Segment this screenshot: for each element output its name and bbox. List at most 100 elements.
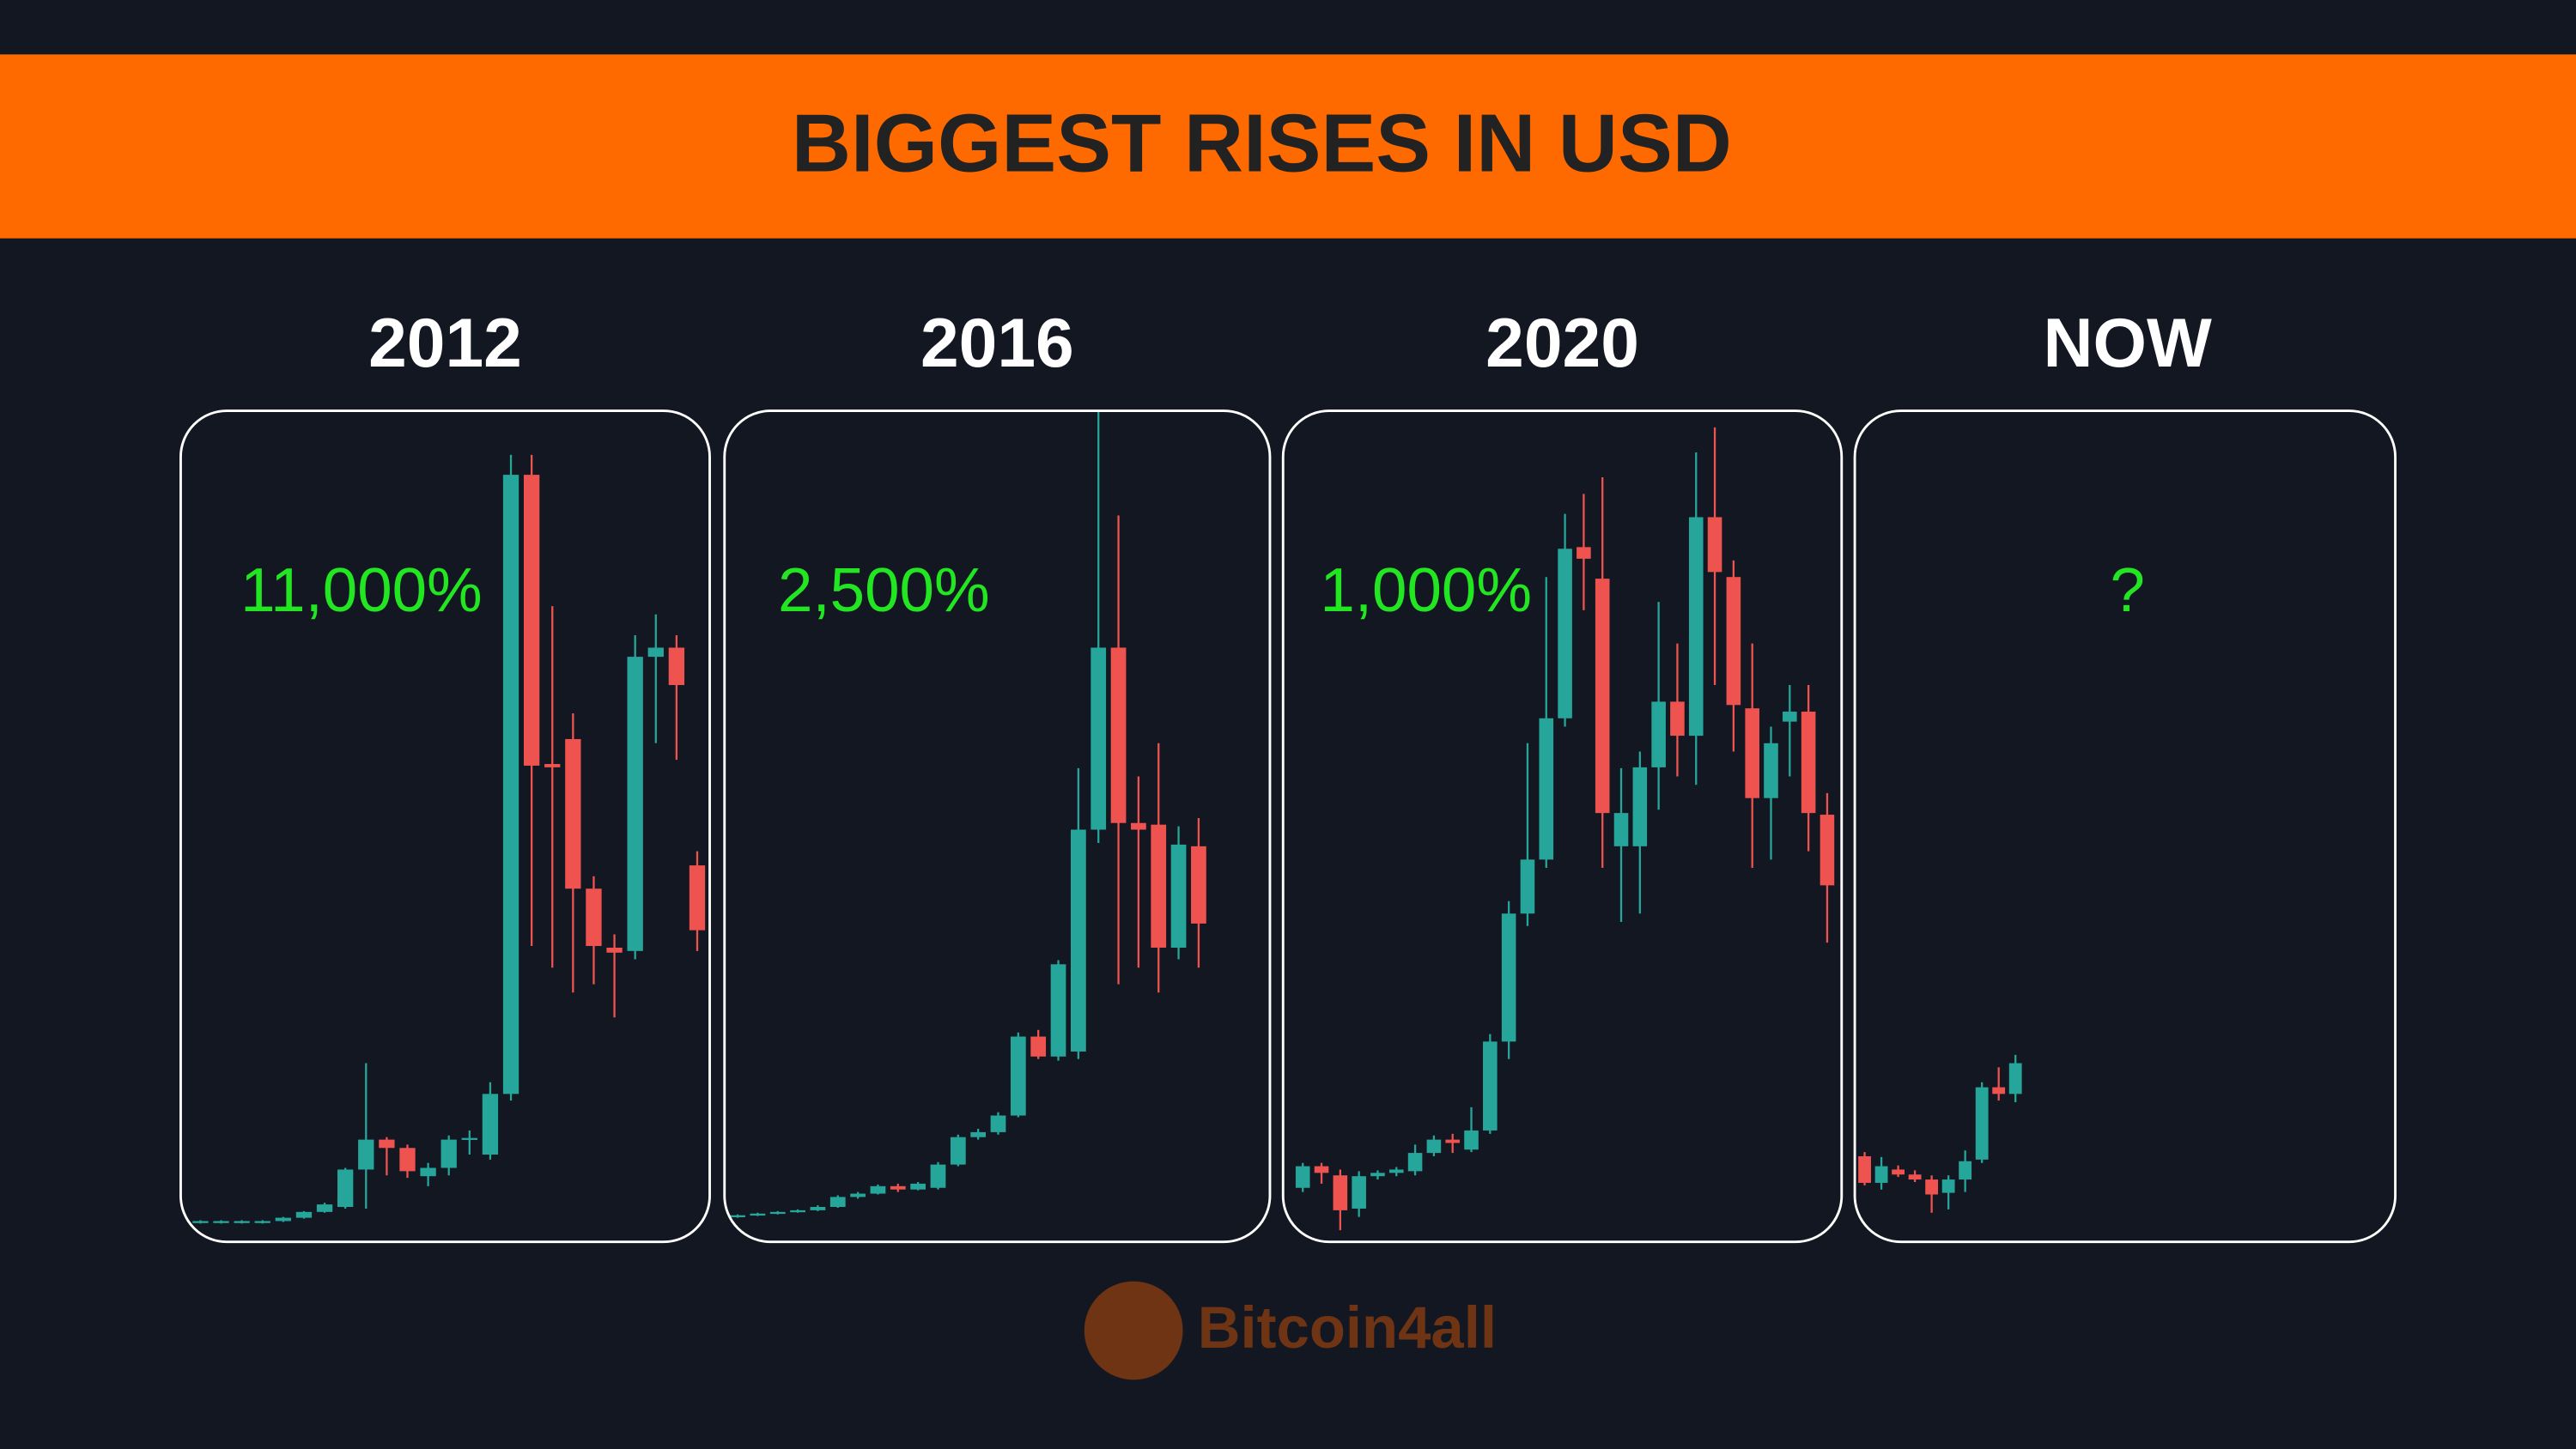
candle-body bbox=[275, 1217, 292, 1222]
candle-body bbox=[1908, 1174, 1922, 1180]
candle-body bbox=[810, 1207, 826, 1210]
candle-body bbox=[1388, 1169, 1404, 1173]
candle-body bbox=[1726, 577, 1741, 706]
candle-body bbox=[1959, 1161, 1972, 1180]
candle-body bbox=[627, 657, 643, 951]
rise-annotation: ? bbox=[2110, 555, 2144, 625]
candle-body bbox=[668, 647, 685, 686]
candle-body bbox=[910, 1183, 927, 1190]
candle-body bbox=[440, 1139, 457, 1168]
panel-title: 2012 bbox=[368, 305, 522, 382]
candle-body bbox=[1577, 547, 1591, 559]
candle-body bbox=[850, 1193, 866, 1197]
candle-body bbox=[1050, 964, 1066, 1057]
candle-body bbox=[1070, 829, 1086, 1052]
candle-body bbox=[1091, 647, 1107, 830]
candle-body bbox=[1407, 1153, 1423, 1172]
candle-body bbox=[950, 1137, 966, 1165]
candle-body bbox=[970, 1131, 987, 1137]
candle-body bbox=[930, 1164, 946, 1188]
candle-body bbox=[1783, 712, 1797, 722]
candle-body bbox=[1445, 1139, 1460, 1143]
candle-body bbox=[647, 647, 664, 658]
panel-frame bbox=[179, 409, 711, 1244]
candle-body bbox=[689, 865, 706, 931]
candle-body bbox=[1370, 1173, 1385, 1177]
rise-annotation: 2,500% bbox=[778, 555, 990, 625]
panel-title: 2016 bbox=[920, 305, 1074, 382]
candle-body bbox=[1352, 1176, 1366, 1209]
candle-body bbox=[586, 888, 602, 947]
panel-frame bbox=[723, 409, 1272, 1244]
candle-body bbox=[482, 1094, 499, 1155]
brand: Bitcoin4all bbox=[1198, 1294, 1497, 1361]
logo-icon bbox=[1084, 1281, 1183, 1380]
candle-body bbox=[1613, 813, 1629, 846]
candle-body bbox=[1595, 579, 1610, 814]
candle-body bbox=[1707, 517, 1722, 573]
candles bbox=[192, 454, 706, 1224]
candle-body bbox=[1295, 1166, 1310, 1188]
candle-body bbox=[1632, 767, 1648, 846]
panel-title: NOW bbox=[2043, 305, 2212, 382]
candle-body bbox=[1558, 549, 1572, 718]
panel-frame bbox=[1853, 409, 2397, 1244]
candle-body bbox=[234, 1221, 250, 1223]
candle-body bbox=[1520, 859, 1535, 914]
candle-body bbox=[990, 1115, 1006, 1132]
candle-body bbox=[1941, 1179, 1955, 1193]
panel-title: 2020 bbox=[1485, 305, 1639, 382]
candle-body bbox=[1110, 647, 1127, 823]
candle-body bbox=[523, 475, 540, 766]
rise-annotation: 11,000% bbox=[240, 555, 483, 625]
panel-frame bbox=[1281, 409, 1844, 1244]
candle-body bbox=[1764, 743, 1778, 798]
candle-body bbox=[379, 1139, 395, 1149]
candle-body bbox=[1992, 1087, 2006, 1094]
candle-body bbox=[1170, 844, 1187, 948]
candle-body bbox=[1010, 1036, 1026, 1116]
candle-body bbox=[769, 1211, 786, 1215]
candle-body bbox=[1925, 1179, 1939, 1195]
candle-body bbox=[890, 1185, 906, 1190]
candle-body bbox=[1030, 1036, 1047, 1057]
title: BIGGEST RISES IN USD bbox=[792, 98, 1732, 190]
candle-body bbox=[461, 1137, 477, 1140]
candle-body bbox=[565, 738, 581, 889]
candle-body bbox=[1874, 1166, 1888, 1183]
candle-body bbox=[254, 1221, 270, 1223]
candle-body bbox=[750, 1213, 766, 1216]
candle-body bbox=[1501, 913, 1516, 1042]
candle-body bbox=[790, 1210, 805, 1213]
title-banner bbox=[0, 54, 2576, 239]
candle-body bbox=[192, 1221, 209, 1223]
candle-body bbox=[2008, 1063, 2022, 1094]
candle-body bbox=[295, 1211, 313, 1218]
candle-body bbox=[316, 1204, 333, 1212]
candle-body bbox=[1131, 822, 1146, 830]
candle-body bbox=[1151, 824, 1167, 948]
candle-body bbox=[1426, 1139, 1442, 1154]
candle-body bbox=[502, 475, 519, 1094]
candle-body bbox=[1483, 1041, 1498, 1131]
candle-body bbox=[1539, 718, 1554, 860]
candles bbox=[1858, 1054, 2022, 1213]
candle-body bbox=[1820, 815, 1835, 886]
candle-body bbox=[606, 947, 623, 953]
candle-body bbox=[1670, 701, 1685, 737]
candle-body bbox=[1892, 1169, 1905, 1175]
candle-body bbox=[1975, 1087, 1989, 1160]
candle-body bbox=[1333, 1175, 1348, 1210]
candle-body bbox=[1688, 517, 1704, 737]
candles bbox=[1295, 427, 1835, 1231]
candle-body bbox=[829, 1197, 846, 1208]
candle-body bbox=[213, 1221, 229, 1223]
candle-body bbox=[358, 1139, 374, 1170]
candle-body bbox=[1191, 846, 1206, 924]
candle-body bbox=[730, 1215, 745, 1217]
candle-body bbox=[1801, 712, 1816, 814]
candle-body bbox=[544, 764, 561, 767]
candle-body bbox=[1651, 701, 1666, 767]
rise-annotation: 1,000% bbox=[1320, 555, 1532, 625]
